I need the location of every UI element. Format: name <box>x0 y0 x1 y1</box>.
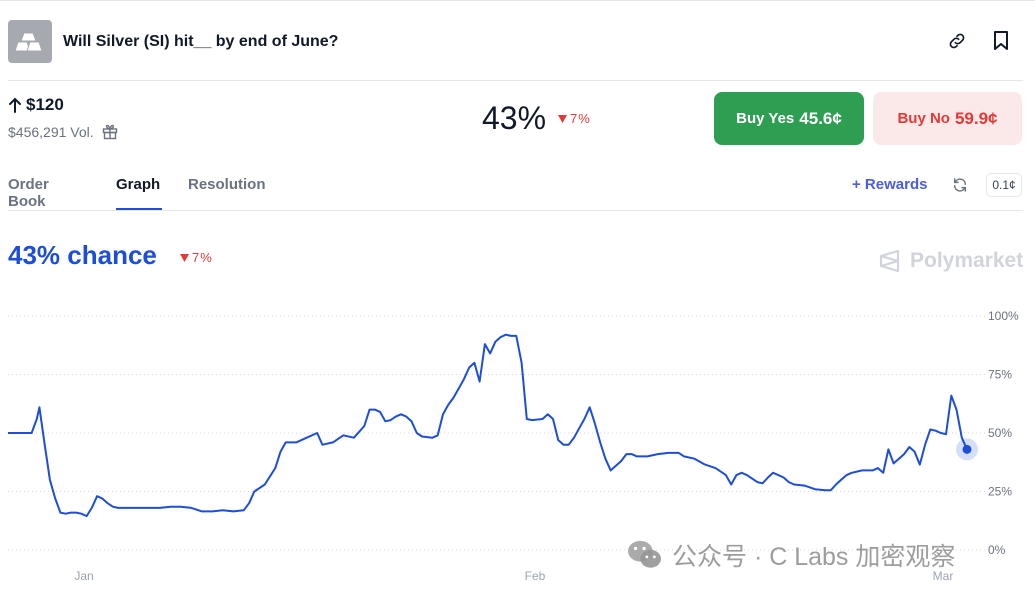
tab-graph[interactable]: Graph <box>116 176 161 193</box>
y-tick-label: 25% <box>988 485 1012 499</box>
probability-chart: 100% 75% 50% 25% 0% Jan Feb Mar <box>8 309 1019 583</box>
market-header: Will Silver (SI) hit__ by end of June? <box>0 0 1035 81</box>
header-divider <box>8 80 1023 81</box>
arrow-up-icon <box>9 97 21 113</box>
y-tick-label: 50% <box>988 426 1012 440</box>
watermark: 公众号 · C Labs 加密观察 <box>626 537 955 573</box>
tab-resolution[interactable]: Resolution <box>188 176 266 193</box>
volume-value: $456,291 Vol. <box>8 124 94 140</box>
refresh-icon[interactable] <box>950 175 970 195</box>
down-triangle-icon <box>558 114 567 123</box>
top-border <box>0 0 1035 1</box>
y-tick-label: 0% <box>988 543 1006 557</box>
buy-yes-button[interactable]: Buy Yes 45.6¢ <box>714 92 864 145</box>
market-title: Will Silver (SI) hit__ by end of June? <box>63 33 339 50</box>
x-tick-label: Jan <box>74 569 93 583</box>
buy-no-label: Buy No <box>897 110 950 127</box>
gift-icon[interactable] <box>102 124 118 140</box>
polymarket-icon <box>879 249 900 273</box>
polymarket-logo: Polymarket <box>878 249 1023 273</box>
change-value: 7% <box>570 111 591 126</box>
wechat-icon <box>628 540 661 568</box>
brand-name: Polymarket <box>910 249 1024 272</box>
volume-info: $456,291 Vol. <box>8 124 118 140</box>
chart-change-value: 7% <box>192 250 213 265</box>
tabs-divider <box>8 210 1023 211</box>
buy-yes-label: Buy Yes <box>736 110 795 127</box>
chart-chance-label: 43% chance <box>8 240 157 270</box>
bookmark-icon[interactable] <box>990 30 1012 52</box>
silver-bars-icon <box>8 20 52 63</box>
watermark-text: 公众号 · C Labs 加密观察 <box>672 543 956 571</box>
rewards-button[interactable]: + Rewards <box>852 176 928 193</box>
probability-line <box>8 333 968 518</box>
chart-chance-change: 7% <box>180 250 213 265</box>
target-value: $120 <box>26 95 64 114</box>
x-tick-label: Feb <box>525 569 546 583</box>
buy-no-price: 59.9¢ <box>954 108 998 128</box>
x-tick-label: Mar <box>933 569 954 583</box>
current-chance: 43% <box>482 100 547 136</box>
y-tick-label: 100% <box>988 309 1019 323</box>
active-tab-indicator <box>116 208 162 210</box>
current-point[interactable] <box>962 444 972 454</box>
buy-no-button[interactable]: Buy No 59.9¢ <box>873 92 1022 145</box>
y-tick-label: 75% <box>988 368 1012 382</box>
price-target: $120 <box>8 95 64 115</box>
buy-yes-price: 45.6¢ <box>799 108 842 128</box>
tab-order-book[interactable]: Order Book <box>8 176 49 210</box>
down-triangle-icon <box>180 253 189 262</box>
link-icon[interactable] <box>946 30 968 52</box>
tick-size-selector[interactable]: 0.1¢ <box>986 173 1022 197</box>
chance-change: 7% <box>558 111 591 126</box>
